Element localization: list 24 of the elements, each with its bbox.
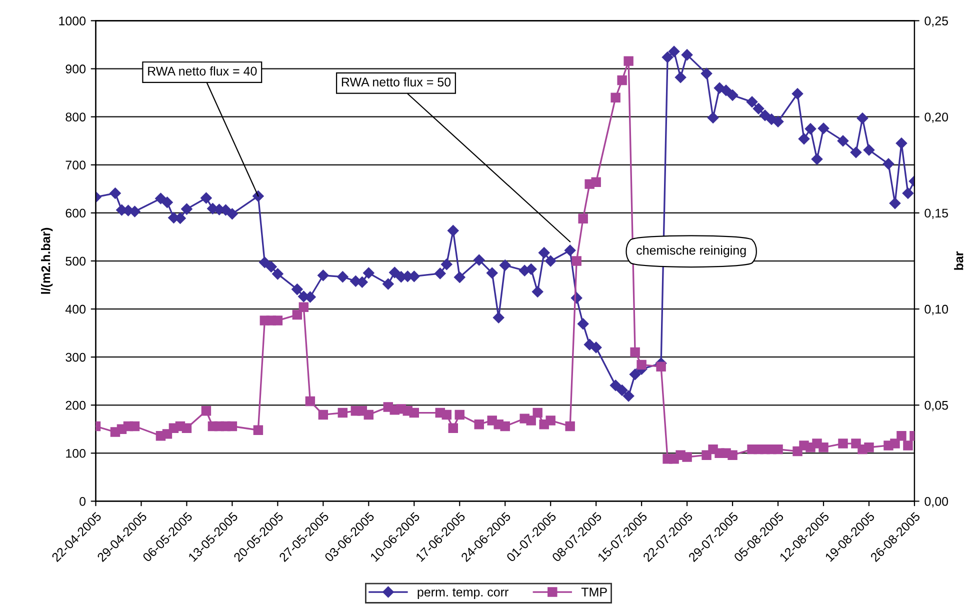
y-tick-label: 800 <box>66 112 86 122</box>
y2-tick-label: 0,15 <box>924 208 948 220</box>
y2-tick-label: 0,25 <box>924 16 948 27</box>
y-tick-label: 600 <box>66 208 86 218</box>
y-tick-label: 300 <box>66 352 86 362</box>
y-tick-label: 500 <box>66 256 86 266</box>
y2-tick-label: 0,10 <box>924 304 948 316</box>
y-tick-label: 400 <box>65 304 86 314</box>
y2-axis-title: bar <box>954 251 964 270</box>
legend-label: TMP <box>581 588 607 596</box>
y-tick-label: 0 <box>80 497 86 506</box>
y-tick-label: 200 <box>66 400 86 410</box>
annotation: RWA netto flux = 40 <box>148 66 257 76</box>
legend-label: perm. temp. corr <box>418 588 508 599</box>
y-tick-label: 700 <box>66 160 86 170</box>
y2-tick-label: 0,20 <box>924 112 948 123</box>
annotation: RWA netto flux = 50 <box>342 77 451 86</box>
y2-tick-label: 0,05 <box>924 400 948 412</box>
y-tick-label: 1000 <box>59 16 86 26</box>
y2-tick-label: 0,00 <box>924 497 948 508</box>
y-tick-label: 100 <box>66 448 86 458</box>
y-axis-title: l/(m2.h.bar) <box>41 228 53 294</box>
y-tick-label: 900 <box>66 64 86 74</box>
annotation: chemische reiniging <box>636 246 746 258</box>
